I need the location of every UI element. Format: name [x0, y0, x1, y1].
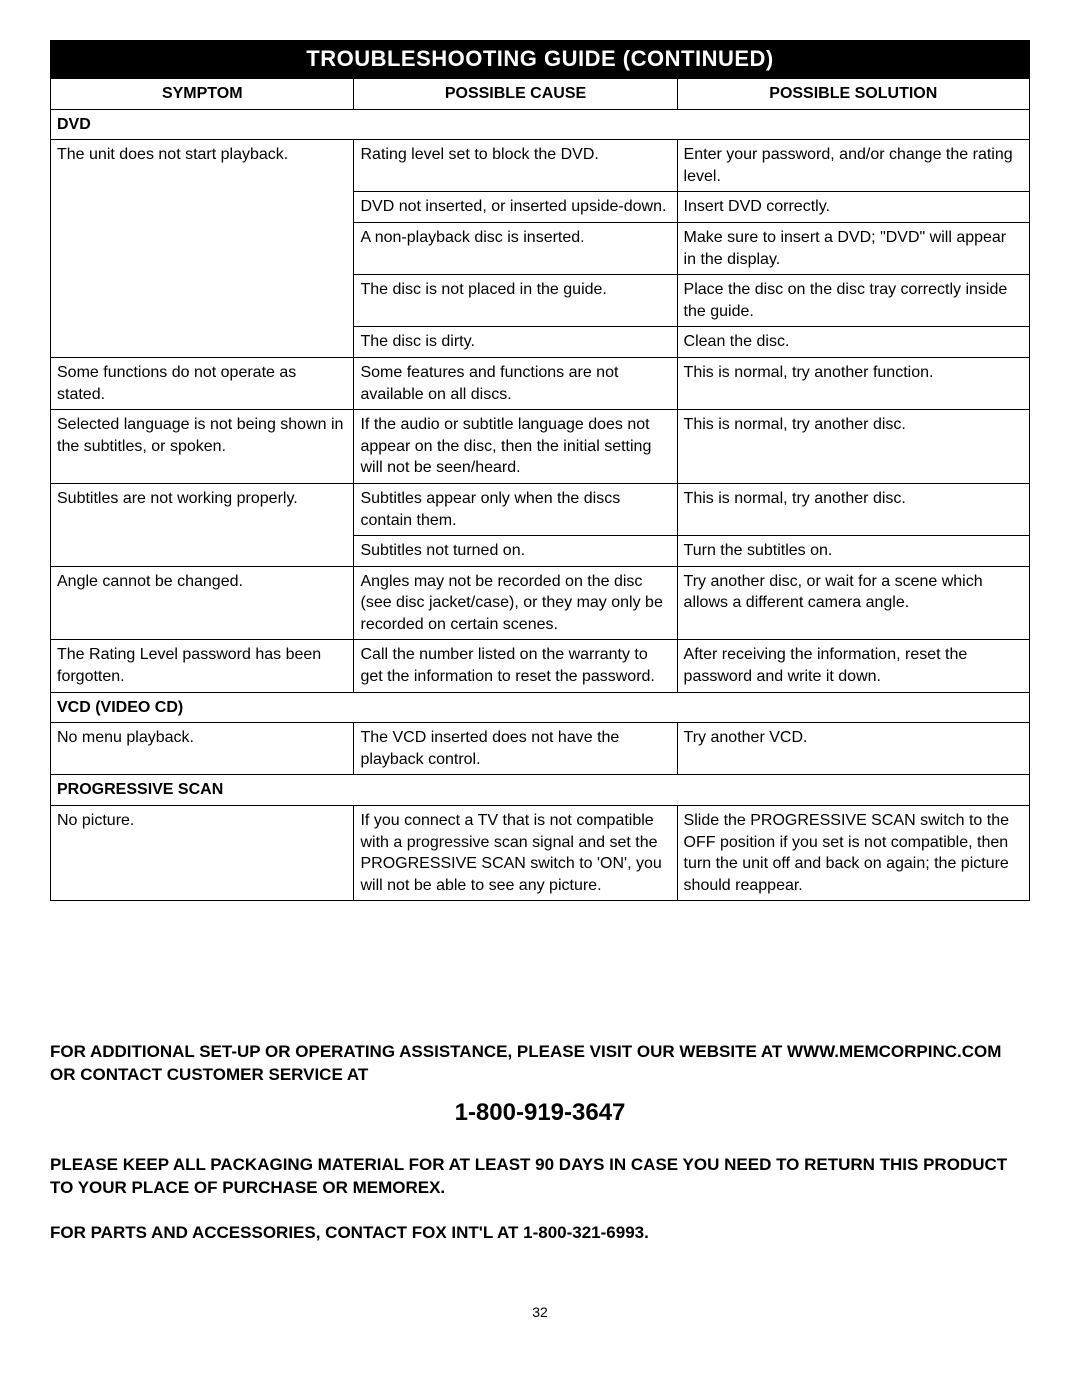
table-row: No picture. If you connect a TV that is … — [51, 806, 1030, 901]
section-row-prog: PROGRESSIVE SCAN — [51, 775, 1030, 806]
solution-cell: Place the disc on the disc tray correctl… — [677, 275, 1029, 327]
symptom-cell: Selected language is not being shown in … — [51, 410, 354, 484]
table-row: Selected language is not being shown in … — [51, 410, 1030, 484]
cause-cell: A non-playback disc is inserted. — [354, 222, 677, 274]
table-row: The Rating Level password has been forgo… — [51, 640, 1030, 692]
table-row: Angle cannot be changed. Angles may not … — [51, 566, 1030, 640]
header-symptom: SYMPTOM — [51, 79, 354, 110]
symptom-cell: Angle cannot be changed. — [51, 566, 354, 640]
cause-cell: If the audio or subtitle language does n… — [354, 410, 677, 484]
symptom-cell: No menu playback. — [51, 723, 354, 775]
header-cause: POSSIBLE CAUSE — [354, 79, 677, 110]
solution-cell: Enter your password, and/or change the r… — [677, 140, 1029, 192]
section-vcd-label: VCD (VIDEO CD) — [51, 692, 1030, 723]
troubleshooting-table: SYMPTOM POSSIBLE CAUSE POSSIBLE SOLUTION… — [50, 78, 1030, 901]
cause-cell: Angles may not be recorded on the disc (… — [354, 566, 677, 640]
table-header-row: SYMPTOM POSSIBLE CAUSE POSSIBLE SOLUTION — [51, 79, 1030, 110]
footer-line-2: PLEASE KEEP ALL PACKAGING MATERIAL FOR A… — [50, 1154, 1030, 1200]
solution-cell: Try another VCD. — [677, 723, 1029, 775]
symptom-cell: No picture. — [51, 806, 354, 901]
cause-cell: Call the number listed on the warranty t… — [354, 640, 677, 692]
solution-cell: Make sure to insert a DVD; "DVD" will ap… — [677, 222, 1029, 274]
cause-cell: DVD not inserted, or inserted upside-dow… — [354, 192, 677, 223]
cause-cell: The VCD inserted does not have the playb… — [354, 723, 677, 775]
symptom-cell: Some functions do not operate as stated. — [51, 357, 354, 409]
footer-line-1: FOR ADDITIONAL SET-UP OR OPERATING ASSIS… — [50, 1041, 1030, 1087]
footer-line-3: FOR PARTS AND ACCESSORIES, CONTACT FOX I… — [50, 1222, 1030, 1245]
solution-cell: Try another disc, or wait for a scene wh… — [677, 566, 1029, 640]
symptom-cell: The unit does not start playback. — [51, 140, 354, 358]
solution-cell: Clean the disc. — [677, 327, 1029, 358]
section-dvd-label: DVD — [51, 109, 1030, 140]
cause-cell: If you connect a TV that is not compatib… — [354, 806, 677, 901]
solution-cell: This is normal, try another disc. — [677, 483, 1029, 535]
table-row: Subtitles are not working properly. Subt… — [51, 483, 1030, 535]
cause-cell: Subtitles appear only when the discs con… — [354, 483, 677, 535]
header-solution: POSSIBLE SOLUTION — [677, 79, 1029, 110]
table-row: The unit does not start playback. Rating… — [51, 140, 1030, 192]
footer-phone: 1-800-919-3647 — [50, 1097, 1030, 1129]
table-row: No menu playback. The VCD inserted does … — [51, 723, 1030, 775]
symptom-cell: Subtitles are not working properly. — [51, 483, 354, 566]
cause-cell: Subtitles not turned on. — [354, 536, 677, 567]
page-title: TROUBLESHOOTING GUIDE (CONTINUED) — [50, 40, 1030, 78]
section-row-vcd: VCD (VIDEO CD) — [51, 692, 1030, 723]
footer-block: FOR ADDITIONAL SET-UP OR OPERATING ASSIS… — [50, 1041, 1030, 1244]
cause-cell: The disc is not placed in the guide. — [354, 275, 677, 327]
cause-cell: The disc is dirty. — [354, 327, 677, 358]
solution-cell: This is normal, try another disc. — [677, 410, 1029, 484]
solution-cell: This is normal, try another function. — [677, 357, 1029, 409]
solution-cell: Insert DVD correctly. — [677, 192, 1029, 223]
cause-cell: Rating level set to block the DVD. — [354, 140, 677, 192]
section-prog-label: PROGRESSIVE SCAN — [51, 775, 1030, 806]
table-row: Some functions do not operate as stated.… — [51, 357, 1030, 409]
solution-cell: After receiving the information, reset t… — [677, 640, 1029, 692]
page-number: 32 — [50, 1304, 1030, 1320]
symptom-cell: The Rating Level password has been forgo… — [51, 640, 354, 692]
cause-cell: Some features and functions are not avai… — [354, 357, 677, 409]
solution-cell: Turn the subtitles on. — [677, 536, 1029, 567]
solution-cell: Slide the PROGRESSIVE SCAN switch to the… — [677, 806, 1029, 901]
section-row-dvd: DVD — [51, 109, 1030, 140]
